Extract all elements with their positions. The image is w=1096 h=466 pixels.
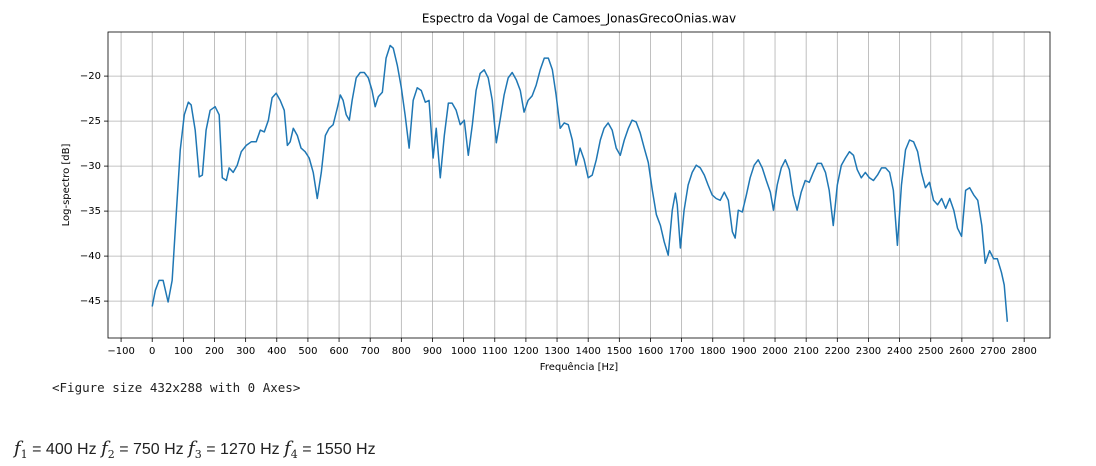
y-tick-label: −35 <box>80 206 101 217</box>
x-tick-label: 2300 <box>856 346 881 357</box>
x-tick-label: 1100 <box>482 346 507 357</box>
x-tick-label: 2700 <box>980 346 1005 357</box>
x-tick-label: 1600 <box>638 346 663 357</box>
x-tick-label: 1200 <box>513 346 538 357</box>
x-tick-label: 1000 <box>451 346 476 357</box>
x-tick-label: 0 <box>149 346 155 357</box>
x-tick-label: 200 <box>205 346 224 357</box>
y-tick-label: −30 <box>80 161 101 172</box>
x-tick-label: 500 <box>298 346 317 357</box>
x-tick-label: 1300 <box>544 346 569 357</box>
formant-text: = 1550 Hz <box>302 441 376 458</box>
sym: f <box>284 438 291 459</box>
formant-line: f1 = 400 Hz f2 = 750 Hz f3 = 1270 Hz f4 … <box>14 438 380 461</box>
plot-frame <box>107 31 1051 339</box>
formant-index: 1 <box>20 448 28 462</box>
x-tick-label: 1800 <box>700 346 725 357</box>
y-tick-label: −40 <box>80 251 101 262</box>
formant-index: 3 <box>194 448 202 462</box>
formant-text: = 750 Hz <box>119 441 184 458</box>
x-tick-label: 1400 <box>575 346 600 357</box>
x-tick-label: 2100 <box>793 346 818 357</box>
formant-index: 2 <box>107 448 115 462</box>
y-tick-label: −20 <box>80 71 101 82</box>
formant-index: 4 <box>290 448 298 462</box>
x-tick-label: 800 <box>392 346 411 357</box>
x-tick-label: 100 <box>174 346 193 357</box>
figure-output-text: <Figure size 432x288 with 0 Axes> <box>52 380 301 395</box>
spectrum-line <box>151 44 1009 322</box>
y-tick-label: −25 <box>80 116 101 127</box>
x-tick-label: 2000 <box>762 346 787 357</box>
x-tick-label: 700 <box>361 346 380 357</box>
y-tick-label: −45 <box>80 296 101 307</box>
formant-text: = 400 Hz <box>32 441 97 458</box>
formant-text: = 1270 Hz <box>206 441 280 458</box>
sym: f <box>101 438 108 459</box>
x-tick-label: 600 <box>330 346 349 357</box>
x-tick-label: 400 <box>267 346 286 357</box>
x-tick-label: 1900 <box>731 346 756 357</box>
x-axis-label: Frequência [Hz] <box>540 361 618 373</box>
x-tick-label: 900 <box>423 346 442 357</box>
x-tick-label: 2200 <box>825 346 850 357</box>
x-tick-label: 2600 <box>949 346 974 357</box>
chart: Espectro da Vogal de Camoes_JonasGrecoOn… <box>61 12 1051 373</box>
x-tick-label: 300 <box>236 346 255 357</box>
x-tick-label: −100 <box>107 346 134 357</box>
sym: f <box>188 438 195 459</box>
x-tick-label: 2800 <box>1011 346 1036 357</box>
sym: f <box>14 438 21 459</box>
x-tick-label: 2400 <box>887 346 912 357</box>
x-tick-label: 1500 <box>607 346 632 357</box>
x-tick-label: 2500 <box>918 346 943 357</box>
y-axis-label: Log-spectro [dB] <box>61 144 72 227</box>
chart-title: Espectro da Vogal de Camoes_JonasGrecoOn… <box>422 12 736 26</box>
x-tick-label: 1700 <box>669 346 694 357</box>
